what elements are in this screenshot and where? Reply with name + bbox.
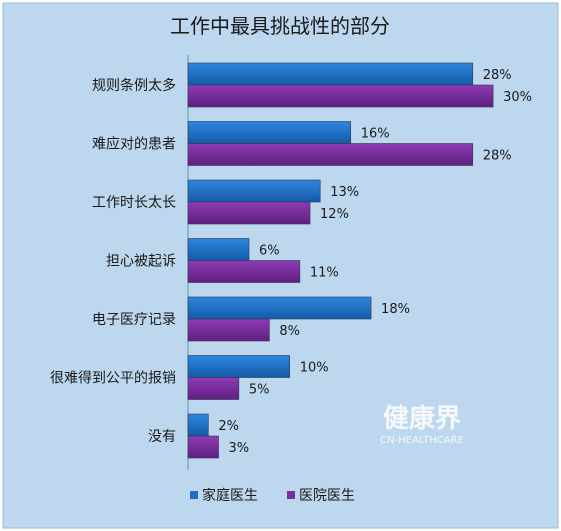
category-label: 电子医疗记录 bbox=[92, 312, 176, 328]
bar-hospital-doctor bbox=[187, 260, 301, 283]
category-label: 没有 bbox=[148, 429, 176, 445]
data-label: 28% bbox=[483, 68, 512, 83]
data-label: 10% bbox=[300, 361, 329, 376]
legend-swatch-family-doctor bbox=[190, 491, 198, 499]
legend-label-family-doctor: 家庭医生 bbox=[202, 487, 258, 504]
watermark: 健康界 CN-HEALTHCARE bbox=[380, 403, 464, 446]
bar-hospital-doctor bbox=[187, 143, 474, 166]
data-label: 6% bbox=[259, 244, 280, 259]
category-label: 规则条例太多 bbox=[92, 77, 176, 94]
bars-group bbox=[187, 62, 494, 459]
bar-family-doctor bbox=[187, 62, 474, 86]
legend: 家庭医生 医院医生 bbox=[190, 487, 355, 504]
bar-hospital-doctor bbox=[187, 377, 240, 400]
bar-family-doctor bbox=[187, 179, 321, 203]
category-label: 很难得到公平的报销 bbox=[50, 370, 176, 387]
watermark-main: 健康界 bbox=[383, 403, 461, 434]
category-label: 工作时长太长 bbox=[92, 195, 176, 211]
bar-hospital-doctor bbox=[187, 435, 219, 459]
chart-title: 工作中最具挑战性的部分 bbox=[170, 14, 390, 38]
bar-hospital-doctor bbox=[187, 201, 311, 225]
watermark-sub: CN-HEALTHCARE bbox=[380, 435, 464, 446]
data-label: 11% bbox=[310, 266, 339, 281]
bar-family-doctor bbox=[187, 355, 290, 378]
bar-family-doctor bbox=[187, 413, 209, 437]
bar-family-doctor bbox=[187, 121, 352, 144]
labels-group: 规则条例太多 28% 30% 难应对的患者 16% 28% 工作时长太长 13% 12% 担心被起… bbox=[50, 68, 532, 456]
bar-hospital-doctor bbox=[187, 318, 270, 342]
category-label: 难应对的患者 bbox=[92, 136, 176, 153]
data-label: 30% bbox=[503, 90, 532, 105]
data-label: 28% bbox=[483, 149, 512, 164]
data-label: 13% bbox=[330, 185, 359, 200]
legend-label-hospital-doctor: 医院医生 bbox=[299, 488, 355, 504]
data-label: 8% bbox=[279, 324, 300, 339]
bar-hospital-doctor bbox=[187, 84, 494, 108]
data-label: 5% bbox=[249, 383, 270, 398]
bar-family-doctor bbox=[187, 296, 372, 320]
data-label: 18% bbox=[381, 302, 410, 317]
data-label: 2% bbox=[218, 419, 239, 434]
bar-family-doctor bbox=[187, 238, 250, 261]
data-label: 12% bbox=[320, 207, 349, 222]
data-label: 16% bbox=[361, 127, 390, 142]
category-label: 担心被起诉 bbox=[106, 254, 176, 270]
data-label: 3% bbox=[229, 441, 250, 456]
legend-swatch-hospital-doctor bbox=[287, 491, 295, 499]
